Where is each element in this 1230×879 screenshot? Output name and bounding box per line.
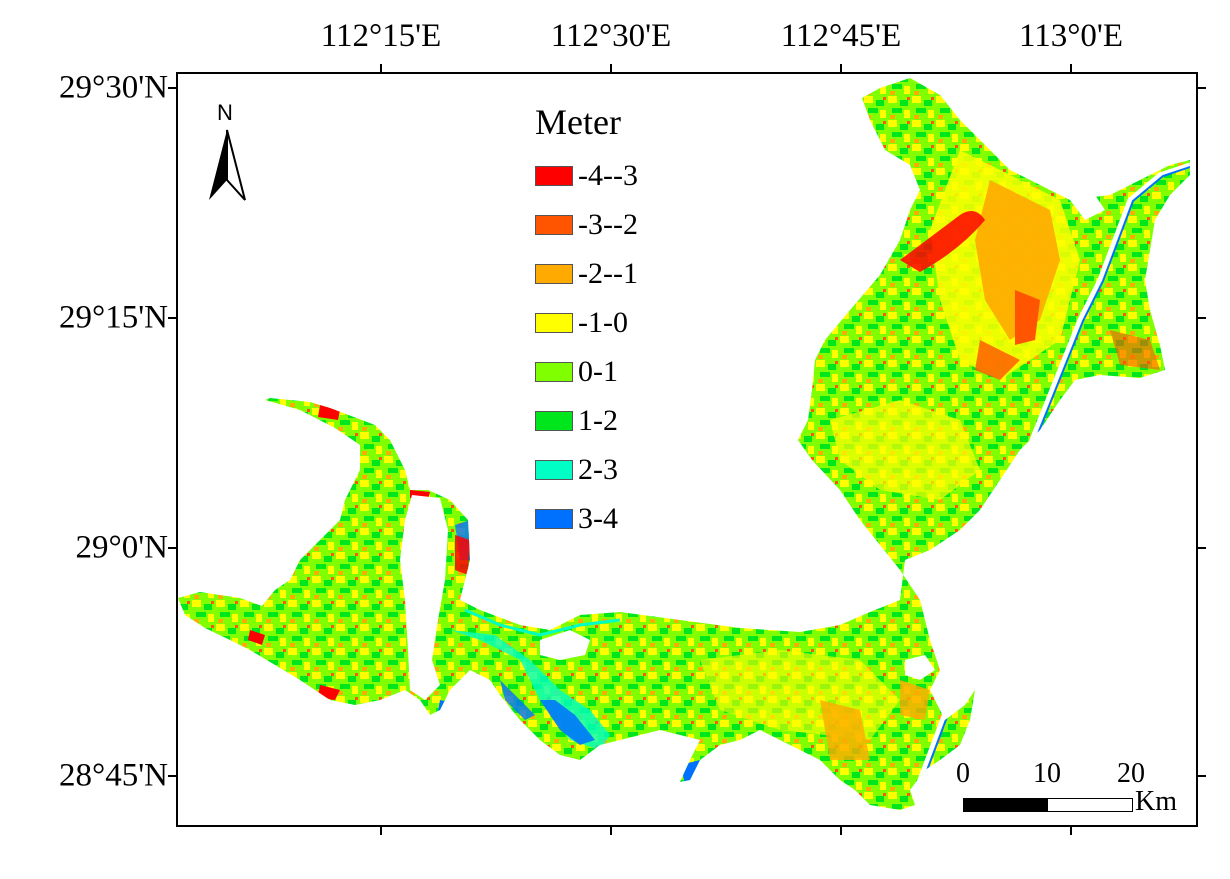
map-frame [176,72,1198,827]
legend-item: -1-0 [535,298,638,347]
legend-label: -3--2 [578,207,638,241]
legend-label: -2--1 [578,256,638,290]
legend-item: -2--1 [535,249,638,298]
latitude-label-28-45: 28°45'N [59,757,168,794]
scale-bar-segment-white [1047,798,1133,812]
legend-swatch [535,312,573,333]
north-arrow-label: N [217,100,233,125]
legend-swatch [535,361,573,382]
scale-unit: Km [1135,786,1177,817]
legend-swatch [535,263,573,284]
legend: Meter -4--3 -3--2 -2--1 -1-0 0-1 1-2 2-3 3-4 [535,103,638,543]
legend-swatch [535,508,573,529]
scale-tick-20: 20 [1117,758,1145,789]
longitude-label-112-45: 112°45'E [780,18,902,54]
longitude-label-113-0: 113°0'E [1018,18,1124,54]
longitude-label-112-30: 112°30'E [550,18,672,54]
legend-title: Meter [535,102,621,142]
north-arrow-icon [209,129,246,201]
legend-item: 0-1 [535,347,638,396]
legend-swatch [535,410,573,431]
legend-label: -1-0 [578,305,628,339]
legend-item: -4--3 [535,151,638,200]
legend-label: 0-1 [578,354,618,388]
legend-items: -4--3 -3--2 -2--1 -1-0 0-1 1-2 2-3 3-4 [535,151,638,543]
legend-item: -3--2 [535,200,638,249]
legend-label: 2-3 [578,452,618,486]
legend-label: 1-2 [578,403,618,437]
scale-bar-segment-black [963,798,1049,812]
longitude-label-112-15: 112°15'E [320,18,442,54]
scale-tick-0: 0 [956,758,970,789]
legend-label: 3-4 [578,501,618,535]
legend-item: 3-4 [535,494,638,543]
legend-swatch [535,165,573,186]
scale-tick-10: 10 [1033,758,1061,789]
legend-item: 1-2 [535,396,638,445]
latitude-label-29-30: 29°30'N [59,69,168,106]
north-arrow: N [203,100,251,205]
legend-item: 2-3 [535,445,638,494]
latitude-label-29-15: 29°15'N [59,299,168,336]
legend-swatch [535,459,573,480]
scale-bar: 0 10 20 Km [955,758,1195,818]
legend-swatch [535,214,573,235]
latitude-label-29-0: 29°0'N [75,529,168,566]
legend-label: -4--3 [578,158,638,192]
